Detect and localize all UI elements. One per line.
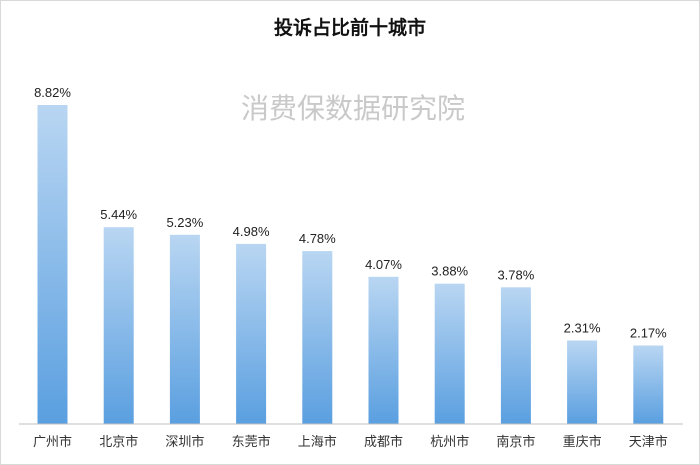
x-tick-label-4: 东莞市 — [232, 434, 271, 450]
bar-7 — [434, 283, 465, 424]
bar-8 — [500, 287, 531, 424]
bar-3 — [169, 234, 200, 424]
data-label-10: 2.17% — [630, 326, 667, 341]
x-tick-label-10: 天津市 — [629, 434, 668, 450]
x-tick-label-1: 广州市 — [33, 434, 72, 450]
bar-4 — [236, 243, 267, 424]
x-tick-label-7: 杭州市 — [430, 434, 469, 450]
data-label-9: 2.31% — [564, 321, 601, 336]
x-tick-label-6: 成都市 — [364, 434, 403, 450]
data-label-5: 4.78% — [299, 231, 336, 246]
bar-10 — [633, 345, 664, 424]
data-label-4: 4.98% — [233, 224, 270, 239]
x-tick-label-5: 上海市 — [298, 434, 337, 450]
bar-9 — [567, 340, 598, 424]
bars-group: 8.82% 广州市 5.44% 北京市 5.23% 深圳市 4.98% 东莞市 4.78% 上海市… — [33, 85, 668, 450]
data-label-8: 3.78% — [497, 267, 534, 282]
data-label-7: 3.88% — [431, 264, 468, 279]
data-label-6: 4.07% — [365, 257, 402, 272]
x-tick-label-9: 重庆市 — [563, 434, 602, 450]
data-label-2: 5.44% — [100, 207, 137, 222]
bar-1 — [37, 105, 68, 424]
bar-5 — [302, 251, 333, 424]
data-label-3: 5.23% — [166, 215, 203, 230]
chart-title: 投诉占比前十城市 — [274, 16, 426, 39]
bar-6 — [368, 276, 399, 424]
x-tick-label-8: 南京市 — [496, 434, 535, 450]
bar-2 — [103, 227, 134, 424]
data-label-1: 8.82% — [34, 85, 71, 100]
x-tick-label-2: 北京市 — [99, 434, 138, 450]
watermark-text: 消费保数据研究院 — [241, 92, 465, 125]
x-tick-label-3: 深圳市 — [165, 434, 204, 450]
